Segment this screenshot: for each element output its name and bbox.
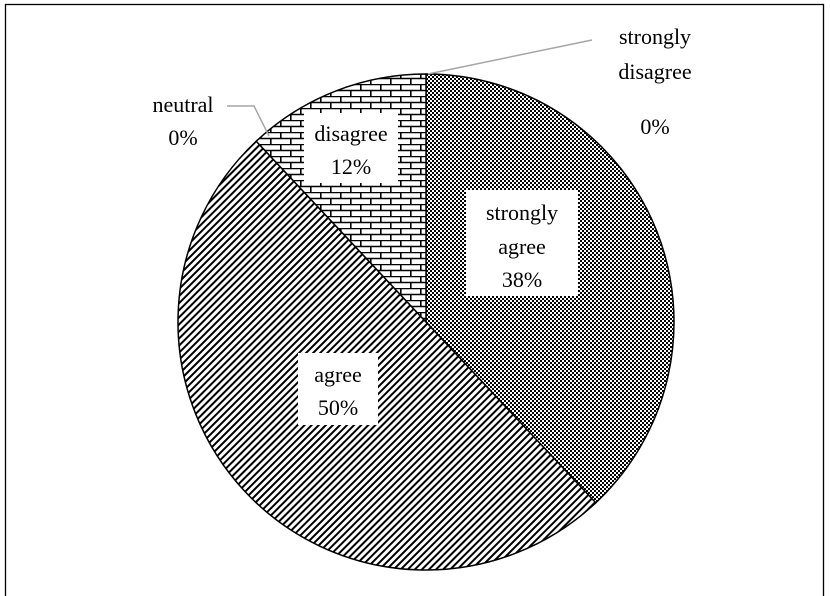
label-box-disagree — [304, 113, 398, 183]
label-agree-value: 50% — [318, 395, 358, 420]
label-neutral-value: 0% — [168, 125, 197, 150]
label-strongly-disagree-value: 0% — [640, 114, 669, 139]
leader-line-neutral — [227, 105, 270, 137]
label-disagree: disagree 12% — [304, 113, 398, 183]
label-strongly-agree-value: 38% — [502, 267, 542, 292]
pie-slices — [177, 73, 675, 571]
label-disagree-line1: disagree — [314, 121, 387, 146]
label-neutral-line1: neutral — [152, 92, 213, 117]
label-strongly-agree: strongly agree 38% — [466, 190, 578, 296]
label-strongly-disagree-line1: strongly — [619, 24, 691, 49]
label-disagree-value: 12% — [331, 154, 371, 179]
label-agree: agree 50% — [298, 353, 378, 425]
label-box-agree — [298, 353, 378, 425]
label-box-strongly-agree — [466, 190, 578, 296]
label-strongly-disagree: strongly disagree 0% — [618, 24, 691, 139]
leader-line-strongly-disagree — [427, 39, 593, 75]
label-agree-line1: agree — [314, 362, 362, 387]
pie-slice-agree — [177, 140, 597, 571]
label-strongly-agree-line1: strongly — [486, 200, 558, 225]
label-neutral: neutral 0% — [152, 92, 213, 150]
label-strongly-disagree-line2: disagree — [618, 59, 691, 84]
label-strongly-agree-line2: agree — [498, 234, 546, 259]
